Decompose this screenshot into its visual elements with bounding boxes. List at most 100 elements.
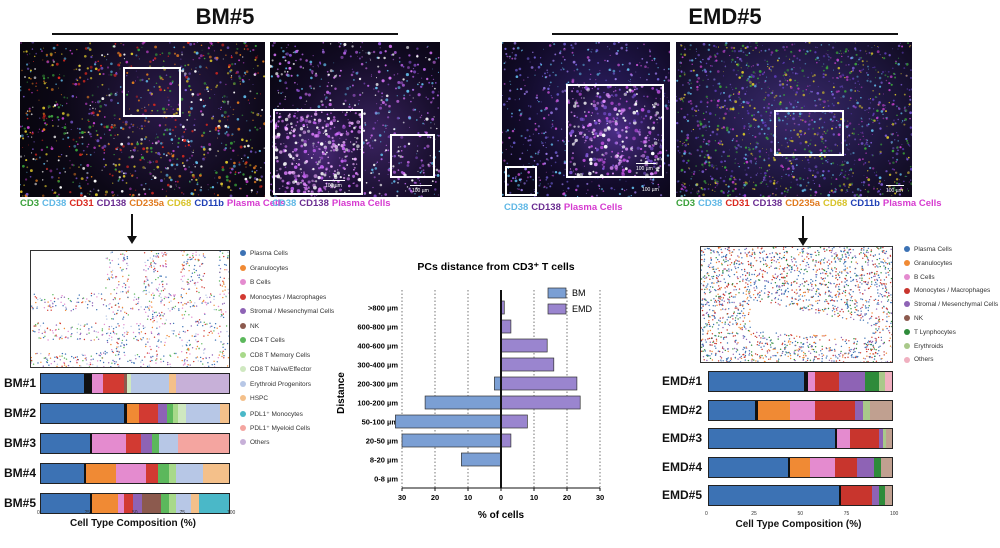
cell-dot <box>320 172 324 176</box>
cell-dot <box>31 48 34 50</box>
cell-dot <box>649 55 652 58</box>
cell-dot <box>120 170 124 173</box>
cell-dot <box>398 162 401 165</box>
cell-dot <box>63 96 66 99</box>
cell-dot <box>101 54 104 57</box>
cell-dot <box>644 65 647 69</box>
cell-dot <box>692 172 695 176</box>
cell-dot <box>844 50 847 53</box>
cell-dot <box>127 91 129 93</box>
cell-dot <box>768 168 770 170</box>
cell-dot <box>118 178 121 181</box>
cell-dot <box>427 137 429 139</box>
cell-dot <box>216 194 220 197</box>
cell-dot <box>519 87 523 91</box>
cell-dot <box>214 177 216 179</box>
cell-dot <box>176 54 180 58</box>
cell-dot <box>589 137 593 141</box>
cell-dot <box>723 104 726 107</box>
cell-dot <box>225 160 229 164</box>
cell-dot <box>580 90 583 92</box>
cell-dot <box>372 140 374 142</box>
cell-dot <box>193 43 196 45</box>
spatial-point <box>165 276 167 278</box>
cell-dot <box>826 147 829 149</box>
cell-dot <box>507 55 509 58</box>
cell-dot <box>596 134 599 138</box>
cell-dot <box>746 79 749 82</box>
cell-dot <box>654 171 658 175</box>
cell-dot <box>852 105 855 108</box>
cell-dot <box>646 95 649 98</box>
cell-dot <box>857 133 859 136</box>
cell-dot <box>516 188 519 190</box>
cell-dot <box>72 83 74 85</box>
cell-dot <box>778 118 781 122</box>
cell-dot <box>73 69 75 71</box>
cell-dot <box>46 146 49 149</box>
cell-dot <box>238 76 242 80</box>
cell-dot <box>588 68 591 71</box>
bm-right-scalebar <box>410 185 432 186</box>
cell-dot <box>848 183 852 187</box>
cell-dot <box>606 122 609 125</box>
cell-dot <box>415 187 418 190</box>
cell-dot <box>206 84 207 86</box>
cell-dot <box>745 54 747 56</box>
cell-dot <box>423 147 426 150</box>
cell-dot <box>335 190 338 193</box>
cell-dot <box>116 148 118 151</box>
cell-dot <box>898 193 902 196</box>
cell-dot <box>46 86 49 89</box>
cell-dot <box>907 189 909 192</box>
cell-dot <box>617 162 621 165</box>
cell-dot <box>694 58 696 60</box>
cell-dot <box>385 149 388 152</box>
cell-dot <box>310 190 314 193</box>
cell-dot <box>804 52 807 55</box>
cell-dot <box>183 193 185 195</box>
cell-dot <box>392 53 395 56</box>
cell-dot <box>396 190 399 193</box>
cell-dot <box>416 145 419 147</box>
cell-dot <box>25 50 28 53</box>
cell-dot <box>594 135 596 137</box>
cell-dot <box>802 90 804 92</box>
cell-dot <box>744 153 747 156</box>
cell-dot <box>167 55 169 57</box>
cell-dot <box>891 67 894 70</box>
cell-dot <box>769 115 771 117</box>
cell-dot <box>561 183 564 186</box>
cell-dot <box>71 52 74 55</box>
cell-dot <box>605 79 607 82</box>
cell-dot <box>137 195 139 197</box>
cell-dot <box>789 75 791 77</box>
cell-dot <box>861 158 864 161</box>
cell-dot <box>89 104 91 107</box>
cell-dot <box>724 160 726 163</box>
cell-dot <box>234 173 237 176</box>
cell-dot <box>848 186 850 188</box>
cell-dot <box>341 146 346 151</box>
cell-dot <box>301 179 304 183</box>
cell-dot <box>782 169 785 171</box>
cell-dot <box>766 76 768 78</box>
cell-dot <box>416 153 418 155</box>
cell-dot <box>323 131 326 134</box>
cell-dot <box>165 128 169 132</box>
cell-dot <box>140 183 143 187</box>
cell-dot <box>851 184 854 186</box>
cell-dot <box>610 187 613 190</box>
cell-dot <box>193 128 196 132</box>
cell-dot <box>863 138 865 140</box>
cell-dot <box>867 45 869 47</box>
cell-dot <box>174 168 176 170</box>
cell-dot <box>712 167 715 169</box>
cell-dot <box>639 128 641 131</box>
cell-dot <box>419 171 422 174</box>
cell-dot <box>897 149 899 151</box>
cell-dot <box>66 113 70 117</box>
cell-dot <box>421 170 423 172</box>
bm-overview-markers: CD3 CD38 CD31 CD138 CD235a CD68 CD11b Plasma Ce… <box>20 198 289 209</box>
cell-dot <box>853 128 855 130</box>
